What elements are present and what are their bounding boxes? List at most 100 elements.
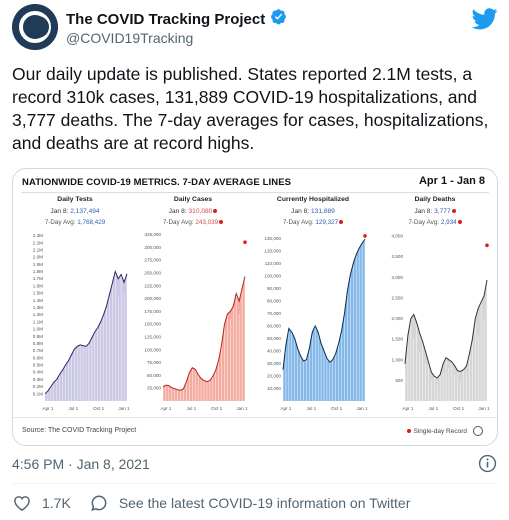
record-dot-icon	[219, 220, 224, 225]
y-tick-label: 1,500	[392, 337, 404, 342]
y-tick-label: 40,000	[267, 348, 281, 353]
x-tick-label: Apr 1	[43, 406, 54, 411]
y-tick-label: 2.3M	[33, 233, 43, 238]
panel-title: Daily Cases	[173, 196, 213, 203]
y-tick-label: 125,000	[144, 334, 161, 339]
record-point	[243, 240, 247, 245]
account-handle[interactable]: @COVID19Tracking	[66, 30, 194, 46]
latest-value: Jan 8: 131,889	[291, 208, 335, 215]
x-tick-label: Oct 1	[93, 406, 104, 411]
y-tick-label: 0.6M	[33, 355, 43, 360]
y-tick-label: 80,000	[267, 298, 281, 303]
average-line	[404, 279, 488, 379]
y-tick-label: 1.7M	[33, 276, 43, 281]
x-tick-label: Oct 1	[211, 406, 222, 411]
verified-badge-icon	[270, 8, 287, 30]
like-count[interactable]: 1.7K	[42, 495, 71, 511]
record-dot-icon	[457, 220, 462, 225]
average-value: 7-Day Avg: 129,327	[257, 219, 369, 226]
record-point	[485, 243, 489, 248]
y-tick-label: 75,000	[147, 360, 161, 365]
y-tick-label: 0.8M	[33, 341, 43, 346]
latest-value: Jan 8: 2,137,494	[50, 208, 100, 215]
y-tick-label: 325,000	[144, 232, 161, 237]
y-tick-label: 1.3M	[33, 305, 43, 310]
panel-daily-deaths: Daily Deaths Jan 8: 3,777 7-Day Avg: 2,9…	[379, 193, 491, 415]
y-tick-label: 4,000	[392, 234, 404, 239]
x-tick-label: Jan 1	[118, 406, 130, 411]
y-tick-label: 0.2M	[33, 384, 43, 389]
toggle-icon	[473, 426, 483, 436]
y-tick-label: 120,000	[264, 248, 281, 253]
heart-icon[interactable]	[12, 493, 32, 513]
x-tick-label: Jan 1	[356, 406, 368, 411]
y-tick-label: 10,000	[267, 386, 281, 391]
y-tick-label: 90,000	[267, 286, 281, 291]
x-tick-label: Oct 1	[453, 406, 464, 411]
display-name[interactable]: The COVID Tracking Project	[66, 10, 266, 28]
y-tick-label: 100,000	[144, 347, 161, 352]
y-tick-label: 50,000	[147, 373, 161, 378]
average-value: 7-Day Avg: 2,934	[379, 219, 491, 226]
y-tick-label: 3,500	[392, 254, 404, 259]
card-date-range: Apr 1 - Jan 8	[418, 175, 485, 187]
x-tick-label: Apr 1	[161, 406, 172, 411]
y-tick-label: 2.0M	[33, 255, 43, 260]
avatar[interactable]	[12, 4, 58, 50]
y-tick-label: 1.4M	[33, 298, 43, 303]
info-icon[interactable]	[478, 454, 497, 473]
speech-bubble-icon[interactable]	[89, 493, 109, 513]
panel-daily-tests: Daily Tests Jan 8: 2,137,494 7-Day Avg: …	[19, 193, 131, 415]
y-tick-label: 0.7M	[33, 348, 43, 353]
card-divider	[21, 192, 489, 193]
y-tick-label: 300,000	[144, 245, 161, 250]
source-note: Source: The COVID Tracking Project	[22, 427, 137, 434]
y-tick-label: 100,000	[264, 273, 281, 278]
card-title: NATIONWIDE COVID-19 METRICS. 7-DAY AVERA…	[22, 177, 292, 188]
y-tick-label: 70,000	[267, 311, 281, 316]
y-tick-label: 25,000	[147, 386, 161, 391]
daily-deaths-chart: 4,000 3,500 3,000 2,500 2,000 1,500 1,000 500 Ap…	[392, 234, 491, 411]
record-dot-icon	[451, 209, 456, 214]
record-point	[363, 234, 367, 238]
average-line	[44, 269, 128, 395]
average-value: 7-Day Avg: 1,768,429	[44, 219, 106, 226]
y-tick-label: 60,000	[267, 323, 281, 328]
metrics-image-card[interactable]: NATIONWIDE COVID-19 METRICS. 7-DAY AVERA…	[12, 168, 498, 446]
latest-value: Jan 8: 310,080	[137, 208, 249, 215]
legend: Single-day Record	[406, 426, 483, 436]
panel-title: Currently Hospitalized	[276, 196, 350, 203]
daily-cases-chart: 325,000 300,000 275,000 250,000 225,000 200,0…	[144, 232, 248, 411]
x-tick-label: Jul 1	[306, 406, 316, 411]
record-dot-icon	[339, 220, 344, 225]
y-tick-label: 0.3M	[33, 377, 43, 382]
x-tick-label: Jul 1	[186, 406, 196, 411]
y-tick-label: 2.2M	[33, 240, 43, 245]
x-tick-label: Apr 1	[281, 406, 292, 411]
y-tick-label: 20,000	[267, 373, 281, 378]
average-line	[282, 238, 366, 370]
y-tick-label: 500	[395, 378, 403, 383]
record-dot-icon	[406, 429, 411, 433]
y-tick-label: 110,000	[265, 261, 282, 266]
panel-currently-hospitalized: Currently Hospitalized Jan 8: 131,889 7-…	[257, 193, 369, 415]
daily-tests-chart: 2.3M 2.2M 2.1M 2.0M 1.9M 1.8M 1.7M 1.6M 1.5M 1.4M…	[33, 233, 130, 411]
twitter-bird-icon[interactable]	[472, 8, 498, 30]
panel-daily-cases: Daily Cases Jan 8: 310,080 7-Day Avg: 24…	[137, 193, 249, 415]
y-tick-label: 2,000	[392, 316, 404, 321]
y-tick-label: 250,000	[144, 270, 161, 275]
record-dot-icon	[213, 209, 218, 214]
y-tick-label: 30,000	[267, 361, 281, 366]
y-tick-label: 0.9M	[33, 334, 43, 339]
tweet-timestamp[interactable]: 4:56 PM · Jan 8, 2021	[12, 456, 150, 472]
y-tick-label: 0.4M	[33, 370, 43, 375]
covid-info-link[interactable]: See the latest COVID-19 information on T…	[118, 495, 411, 511]
card-footer: Source: The COVID Tracking Project Singl…	[13, 417, 497, 445]
y-tick-label: 225,000	[144, 283, 161, 288]
y-tick-label: 3,000	[392, 275, 404, 280]
y-tick-label: 2,500	[392, 295, 404, 300]
y-tick-label: 50,000	[267, 336, 281, 341]
x-tick-label: Jan 1	[478, 406, 490, 411]
y-tick-label: 1.1M	[33, 319, 43, 324]
x-tick-label: Jan 1	[236, 406, 248, 411]
